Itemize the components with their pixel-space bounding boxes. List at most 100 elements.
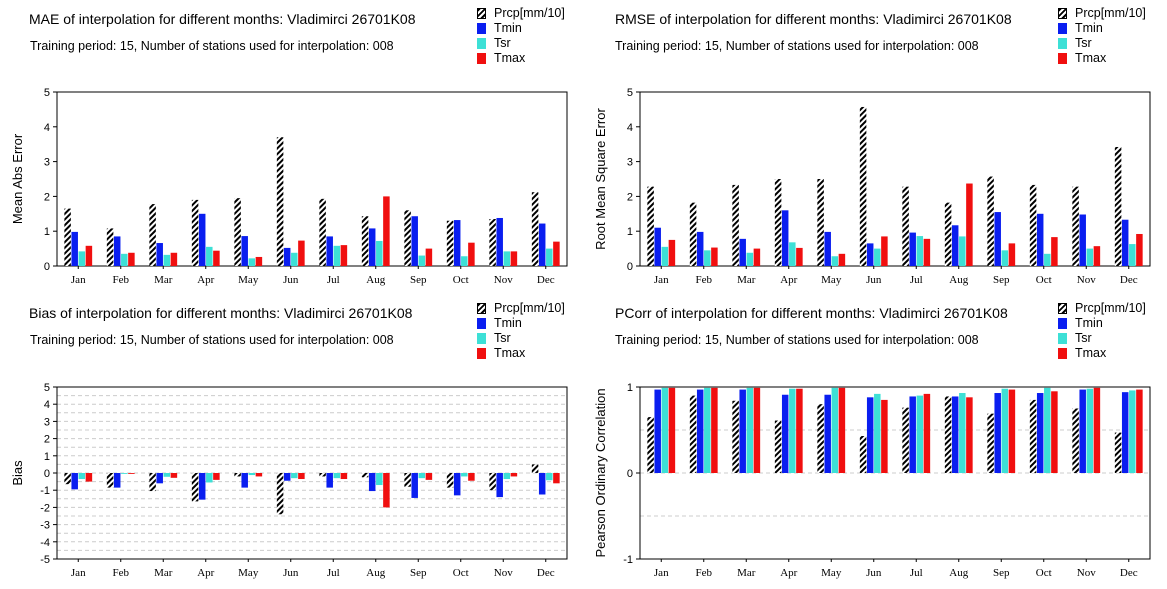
y-axis-label: Pearson Ordinary Correlation	[593, 388, 608, 557]
bar-prcpmm-jul	[902, 407, 909, 473]
bar-tsr-may	[831, 256, 839, 266]
bar-prcpmm-apr	[191, 473, 199, 502]
legend-label: Tmin	[494, 316, 522, 330]
bar-prcpmm-jun	[276, 473, 284, 515]
x-tick-label: Aug	[366, 567, 385, 579]
bar-tmin-jul	[909, 232, 916, 266]
bar-tmax-mar	[170, 252, 178, 266]
bar-tmax-jun	[881, 399, 888, 473]
bar-tmax-mar	[753, 248, 761, 266]
bar-tsr-oct	[461, 473, 468, 477]
bar-prcpmm-sep	[404, 210, 411, 266]
x-tick-label: Jul	[910, 274, 923, 286]
bar-prcpmm-jan	[64, 208, 71, 266]
y-axis-label: Bias	[10, 460, 25, 486]
x-tick-label: Sep	[410, 567, 427, 579]
x-tick-label: Jan	[654, 567, 669, 579]
bar-tmin-oct	[1036, 213, 1044, 266]
legend-label: Tmin	[1075, 21, 1103, 35]
bar-prcpmm-dec	[531, 192, 539, 266]
bar-prcpmm-jan	[64, 473, 71, 485]
y-tick-label: 1	[44, 451, 50, 463]
bar-tmin-dec	[1121, 219, 1129, 266]
bar-tmin-sep	[994, 212, 1001, 266]
x-tick-label: Apr	[780, 567, 797, 579]
mae-panel: MAE of interpolation for different month…	[0, 0, 583, 295]
bar-tsr-aug	[376, 473, 383, 486]
bar-prcpmm-nov	[1072, 408, 1079, 473]
y-tick-label: -1	[40, 485, 50, 497]
bar-tsr-may	[248, 473, 256, 476]
bar-tsr-nov	[503, 473, 511, 480]
y-tick-label: 5	[44, 87, 50, 99]
red-swatch-icon	[477, 348, 486, 359]
bar-prcpmm-feb	[106, 228, 114, 266]
bar-tsr-apr	[789, 242, 796, 266]
bar-prcpmm-apr	[774, 420, 782, 473]
chart-subtitle: Training period: 15, Number of stations …	[615, 333, 979, 347]
bar-prcpmm-jun	[276, 137, 284, 266]
pcorr-bar-chart: -1 0 1 Pearson Ordinary Correlation Jan Feb Ma…	[593, 382, 1151, 579]
legend-label: Tmax	[1075, 346, 1107, 360]
bar-tmax-jul	[923, 238, 931, 266]
bar-tmax-jan	[85, 473, 93, 482]
bar-tmin-feb	[113, 473, 121, 488]
bar-prcpmm-nov	[1072, 186, 1079, 266]
bar-tsr-jun	[874, 248, 881, 266]
bar-tmin-apr	[781, 210, 789, 266]
bar-tsr-jan	[78, 251, 86, 266]
y-tick-label: 2	[44, 434, 50, 446]
bar-prcpmm-mar	[149, 473, 156, 492]
bar-tmin-mar	[156, 473, 163, 484]
bar-tmin-feb	[113, 236, 121, 266]
bar-tmin-may	[824, 231, 831, 266]
bar-tsr-aug	[376, 240, 383, 266]
y-tick-label: 4	[44, 122, 50, 134]
x-tick-label: Feb	[696, 274, 713, 286]
bar-tsr-oct	[461, 256, 468, 266]
bar-tmin-aug	[368, 228, 376, 266]
bar-tsr-jun	[874, 393, 881, 473]
bar-tsr-feb	[704, 250, 711, 266]
bar-tmin-apr	[198, 213, 206, 266]
blue-swatch-icon	[477, 318, 486, 329]
bar-tmax-nov	[1093, 387, 1101, 473]
legend-label: Prcp[mm/10]	[494, 301, 565, 315]
bar-tmax-sep	[425, 248, 433, 266]
bar-tsr-feb	[704, 387, 711, 473]
bar-tmax-jan	[668, 239, 676, 266]
bar-prcpmm-dec	[1114, 146, 1122, 266]
bar-tmax-jan	[85, 245, 93, 266]
chart-subtitle: Training period: 15, Number of stations …	[615, 39, 979, 53]
bar-tmin-may	[241, 236, 248, 266]
bar-tsr-nov	[1086, 248, 1094, 266]
bar-tmax-aug	[383, 473, 390, 508]
rmse-panel: RMSE of interpolation for different mont…	[584, 0, 1167, 295]
bar-tmax-nov	[1093, 246, 1101, 266]
pcorr-panel: PCorr of interpolation for different mon…	[584, 295, 1167, 589]
x-tick-label: Jun	[866, 274, 882, 286]
bar-tsr-sep	[418, 473, 426, 479]
y-tick-label: 3	[44, 157, 50, 169]
y-tick-label: 5	[44, 382, 50, 394]
bar-tmin-nov	[496, 217, 503, 266]
chart-title: PCorr of interpolation for different mon…	[615, 305, 1008, 321]
chart-subtitle: Training period: 15, Number of stations …	[30, 39, 394, 53]
x-tick-label: Jan	[71, 274, 86, 286]
bias-panel: Bias of interpolation for different mont…	[0, 295, 583, 589]
bar-prcpmm-oct	[1029, 399, 1037, 473]
rmse-bar-chart: 0 1 2 3 4 5 Root Mean Square Error Jan Feb Mar Apr…	[593, 87, 1151, 286]
y-tick-label: 4	[627, 122, 633, 134]
bar-prcpmm-may	[817, 179, 824, 266]
x-tick-label: Oct	[453, 567, 469, 579]
bar-tsr-jan	[78, 473, 86, 480]
y-tick-label: 1	[627, 226, 633, 238]
x-tick-label: Jan	[71, 567, 86, 579]
x-tick-label: Apr	[197, 567, 214, 579]
y-tick-label: -4	[40, 537, 50, 549]
x-tick-label: Feb	[113, 567, 130, 579]
y-tick-label: -5	[40, 554, 50, 566]
x-tick-label: Jun	[866, 567, 882, 579]
legend-label: Tsr	[494, 331, 511, 345]
x-tick-label: Aug	[949, 567, 968, 579]
